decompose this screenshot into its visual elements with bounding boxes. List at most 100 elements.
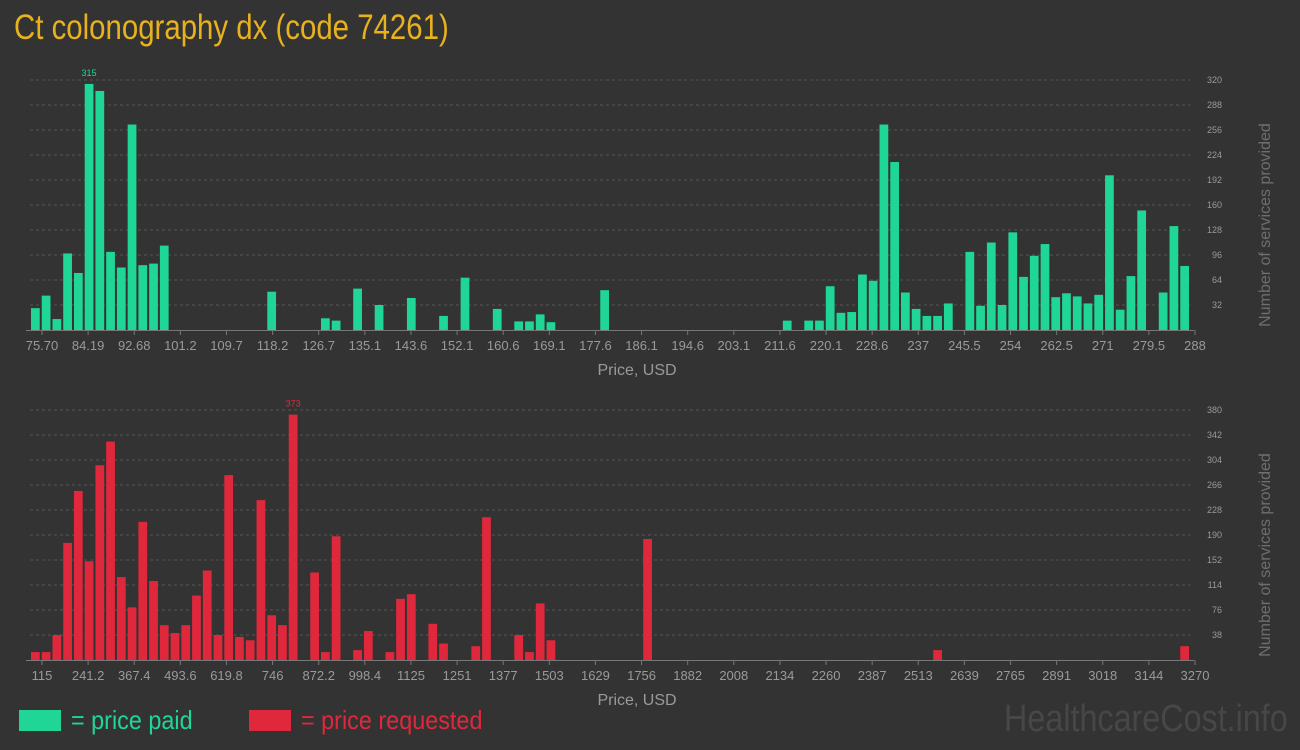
bar <box>363 631 373 660</box>
y-tick-label: 96 <box>1212 250 1222 260</box>
bar <box>170 633 180 660</box>
bar <box>600 290 609 330</box>
bar <box>890 162 899 330</box>
bar <box>804 320 814 330</box>
bar <box>385 652 395 660</box>
bar <box>1094 294 1104 330</box>
bar <box>535 314 545 330</box>
bar <box>374 305 384 330</box>
bar <box>138 521 148 660</box>
bar <box>1062 293 1071 330</box>
bar <box>868 280 878 330</box>
bar <box>535 603 545 660</box>
x-tick-label: 3144 <box>1134 668 1163 683</box>
x-tick-label: 1251 <box>443 668 472 683</box>
bar <box>1169 226 1179 330</box>
bar <box>149 581 158 660</box>
bar <box>192 595 201 660</box>
bar <box>127 607 137 660</box>
chart-paid: 32 64 96 128 160 192 224 256 288 320 315 75.70 84.19… <box>26 68 1274 379</box>
bar <box>321 318 330 330</box>
bar <box>439 643 448 660</box>
bar <box>106 251 115 330</box>
bar <box>815 320 824 330</box>
bar <box>514 635 524 660</box>
bar <box>1072 296 1082 330</box>
y-tick-label: 32 <box>1212 300 1222 310</box>
y-tick-label: 224 <box>1207 150 1222 160</box>
bar <box>267 291 277 330</box>
x-tick-label: 2891 <box>1042 668 1071 683</box>
bar <box>1008 232 1018 330</box>
bar <box>428 623 438 660</box>
max-value-label: 315 <box>82 68 97 78</box>
bar <box>181 625 191 660</box>
x-tick-label: 1125 <box>397 668 425 683</box>
bar <box>492 308 502 330</box>
bar <box>256 500 266 660</box>
bar <box>1083 303 1093 330</box>
x-tick-label: 2765 <box>996 668 1025 683</box>
bar <box>138 265 148 330</box>
x-tick-label: 169.1 <box>533 338 566 353</box>
bar <box>41 295 51 330</box>
bar <box>546 322 556 330</box>
bar <box>782 320 792 330</box>
bar <box>1158 292 1168 330</box>
bar <box>331 536 341 660</box>
legend-item-requested: = price requested <box>249 704 503 736</box>
x-tick-label: 271 <box>1092 338 1114 353</box>
bar <box>95 465 105 660</box>
x-tick-label: 211.6 <box>764 338 796 353</box>
y-tick-label: 190 <box>1207 530 1222 540</box>
watermark: HealthcareCost.info <box>1004 698 1288 740</box>
bar <box>63 542 72 660</box>
bar <box>31 308 40 330</box>
x-tick-label: 228.6 <box>856 338 889 353</box>
x-tick-label: 245.5 <box>948 338 981 353</box>
x-tick-label: 143.6 <box>395 338 428 353</box>
x-tick-label: 493.6 <box>164 668 197 683</box>
x-tick-label: 126.7 <box>302 338 335 353</box>
bar <box>224 475 234 660</box>
bar <box>149 263 158 330</box>
x-tick-label: 998.4 <box>349 668 382 683</box>
bar <box>31 652 40 660</box>
x-tick-label: 1377 <box>489 668 518 683</box>
bar <box>116 577 126 660</box>
bar <box>997 305 1007 330</box>
bar <box>84 561 94 660</box>
bar <box>95 90 105 330</box>
x-tick-label: 2134 <box>765 668 794 683</box>
y-tick-label: 228 <box>1207 505 1222 515</box>
y-tick-label: 266 <box>1207 480 1222 490</box>
x-tick-label: 241.2 <box>72 668 105 683</box>
bar <box>213 635 223 660</box>
bar <box>847 312 857 330</box>
y-tick-label: 128 <box>1207 225 1222 235</box>
legend-swatch-requested <box>249 709 291 731</box>
x-tick-label: 118.2 <box>257 338 289 353</box>
bar <box>310 572 319 660</box>
bar <box>1029 255 1039 330</box>
y-tick-label: 304 <box>1207 455 1222 465</box>
bar <box>525 652 534 660</box>
bar <box>460 277 470 330</box>
bar <box>52 319 62 330</box>
x-tick-label: 220.1 <box>810 338 843 353</box>
bar <box>825 286 835 330</box>
bar <box>514 321 524 330</box>
bar <box>1180 646 1189 660</box>
bar <box>245 640 255 660</box>
bar <box>63 253 72 330</box>
y-tick-label: 256 <box>1207 125 1222 135</box>
legend-swatch-paid <box>19 709 61 731</box>
bar <box>986 242 996 330</box>
bar <box>406 594 416 660</box>
bar <box>1040 244 1050 330</box>
bar <box>439 315 448 330</box>
x-tick-label: 101.2 <box>164 338 197 353</box>
bar <box>836 312 846 330</box>
bar <box>901 292 910 330</box>
y-tick-label: 342 <box>1207 430 1222 440</box>
